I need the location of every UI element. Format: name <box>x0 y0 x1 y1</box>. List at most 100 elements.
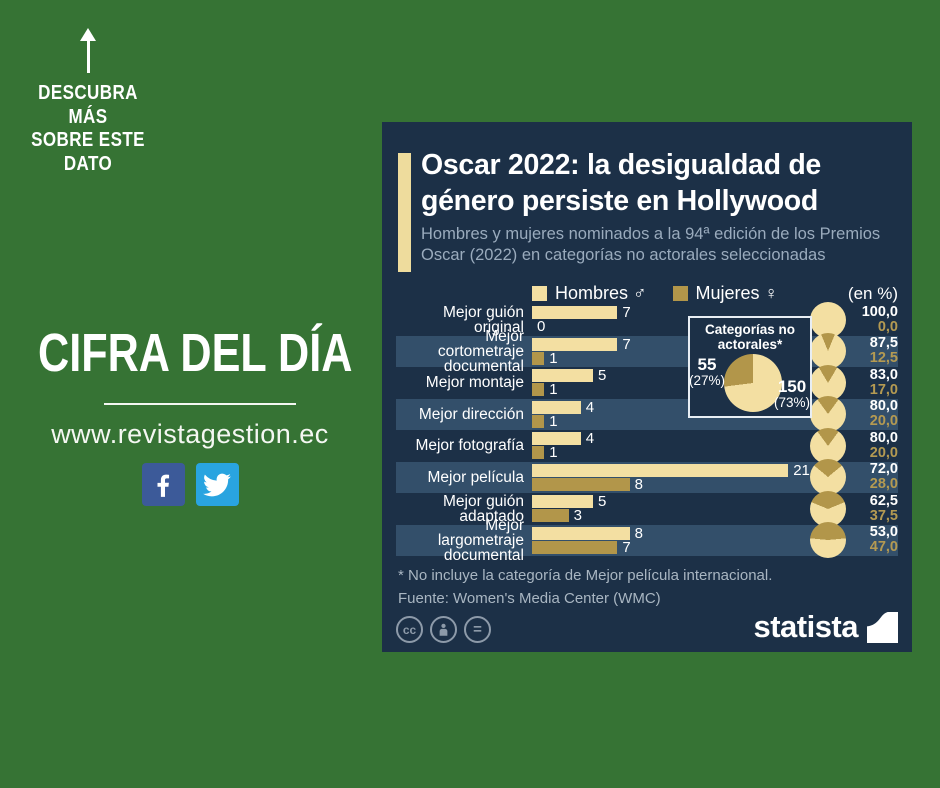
legend-label-mujeres: Mujeres ♀ <box>695 283 779 303</box>
share-pie-icon <box>810 333 846 370</box>
up-arrow-icon <box>60 28 116 73</box>
percentage-labels: 83,0 17,0 <box>852 366 898 398</box>
share-pie-icon <box>810 490 846 527</box>
category-label: Mejor dirección <box>418 405 524 423</box>
legend-item-hombres: Hombres ♂ <box>532 283 647 304</box>
table-row: Mejor cortometraje documental 7 1 87,5 12,5 <box>396 329 898 374</box>
footnote: * No incluye la categoría de Mejor pelíc… <box>398 567 773 584</box>
website-link[interactable]: www.revistagestion.ec <box>51 419 329 449</box>
legend-item-mujeres: Mujeres ♀ <box>672 283 779 304</box>
bar-value: 1 <box>549 444 558 462</box>
share-pie-icon <box>810 301 846 338</box>
mujeres-pct: 37,5 <box>869 507 898 524</box>
share-pie-icon <box>810 522 846 559</box>
bar-value: 21 <box>793 461 810 479</box>
cc-icon[interactable]: cc <box>396 616 423 643</box>
hombres-swatch <box>532 286 547 301</box>
statista-logo-text: statista <box>753 609 858 644</box>
mujeres-pct: 0,0 <box>877 318 898 335</box>
chart-title: Oscar 2022: la desigualdad de género per… <box>421 149 821 217</box>
percentage-labels: 80,0 20,0 <box>852 429 898 461</box>
mujeres-pct: 28,0 <box>869 476 898 493</box>
bar-value: 3 <box>573 507 582 525</box>
category-label: Mejor cortometraje documental <box>437 327 524 375</box>
cc-nd-icon[interactable]: = <box>464 616 491 643</box>
mujeres-bar <box>532 351 545 365</box>
table-row: Mejor película 21 8 72,0 28,0 <box>396 459 898 496</box>
hombres-pct: 80,0 <box>869 429 898 446</box>
mujeres-bar <box>532 383 545 397</box>
mujeres-bar <box>532 540 618 554</box>
table-row: Mejor fotografía 4 1 80,0 20,0 <box>396 427 898 464</box>
license-icons: cc = <box>396 616 491 643</box>
percentage-labels: 53,0 47,0 <box>852 525 898 555</box>
bar-value: 1 <box>549 349 558 367</box>
hombres-bar <box>532 526 630 540</box>
divider-line <box>104 403 296 405</box>
inset-left-label: 55 (27%) <box>688 355 725 388</box>
facebook-icon[interactable] <box>141 463 185 506</box>
mujeres-pct: 17,0 <box>869 381 898 398</box>
unit-label: (en %) <box>847 283 898 303</box>
bar-value: 4 <box>585 430 595 448</box>
hombres-bar <box>532 369 593 383</box>
cc-by-icon[interactable] <box>430 616 457 643</box>
mujeres-pct: 20,0 <box>869 413 898 430</box>
hombres-pct: 80,0 <box>869 398 898 415</box>
hombres-bar <box>532 495 593 509</box>
hombres-pct: 87,5 <box>869 335 898 352</box>
inset-pie-chart <box>724 354 782 412</box>
category-label: Mejor montaje <box>425 374 524 392</box>
share-pie-icon <box>810 459 846 496</box>
percentage-labels: 62,5 37,5 <box>852 492 898 524</box>
chart-subtitle: Hombres y mujeres nominados a la 94ª edi… <box>421 225 881 264</box>
hombres-pct: 62,5 <box>869 492 898 509</box>
category-label: Mejor guión original <box>443 303 524 336</box>
bar-chart-rows: Mejor guión original 7 0 100,0 0,0 Mejor cort… <box>396 301 898 563</box>
mujeres-swatch <box>672 286 688 301</box>
statista-logo[interactable]: statista <box>753 609 898 645</box>
legend-label-hombres: Hombres ♂ <box>555 283 647 303</box>
hombres-pct: 83,0 <box>869 366 898 383</box>
mujeres-pct: 47,0 <box>869 539 898 556</box>
hombres-bar <box>532 306 618 320</box>
table-row: Mejor dirección 4 1 80,0 20,0 <box>396 396 898 433</box>
percentage-labels: 72,0 28,0 <box>852 462 898 492</box>
bar-value: 7 <box>622 304 631 322</box>
percentage-labels: 100,0 0,0 <box>852 303 898 335</box>
bar-value: 4 <box>585 398 595 416</box>
hombres-bar <box>532 337 618 351</box>
table-row: Mejor montaje 5 1 83,0 17,0 <box>396 364 898 401</box>
statista-infographic-card: Oscar 2022: la desigualdad de género per… <box>382 122 912 652</box>
twitter-icon[interactable] <box>195 463 239 506</box>
inset-pie-box: Categorías no actorales* 55 (27%) 150 (7… <box>688 316 812 418</box>
bar-value: 0 <box>537 318 546 336</box>
hombres-pct: 100,0 <box>861 303 898 320</box>
table-row: Mejor guión adaptado 5 3 62,5 37,5 <box>396 490 898 527</box>
table-row: Mejor guión original 7 0 100,0 0,0 <box>396 301 898 338</box>
percentage-labels: 87,5 12,5 <box>852 336 898 366</box>
category-label: Mejor fotografía <box>415 437 524 455</box>
statista-logo-mark <box>867 611 898 643</box>
footnote-block: * No incluye la categoría de Mejor pelíc… <box>398 564 772 610</box>
share-pie-icon <box>810 396 846 433</box>
inset-title: Categorías no actorales* <box>704 322 796 352</box>
source: Fuente: Women's Media Center (WMC) <box>398 590 661 607</box>
category-label: Mejor película <box>427 468 525 486</box>
mujeres-bar <box>532 509 569 523</box>
hombres-pct: 53,0 <box>869 524 898 541</box>
brand-title: CIFRA DEL DÍA <box>38 323 353 383</box>
more-info-text: DESCUBRA MÁS SOBRE ESTE DATO <box>31 82 145 175</box>
social-icons <box>0 463 380 506</box>
mujeres-bar <box>532 414 545 428</box>
hombres-pct: 72,0 <box>869 461 898 478</box>
bar-value: 8 <box>634 475 643 493</box>
category-label: Mejor guión adaptado <box>443 492 524 525</box>
bar-value: 5 <box>598 493 607 511</box>
